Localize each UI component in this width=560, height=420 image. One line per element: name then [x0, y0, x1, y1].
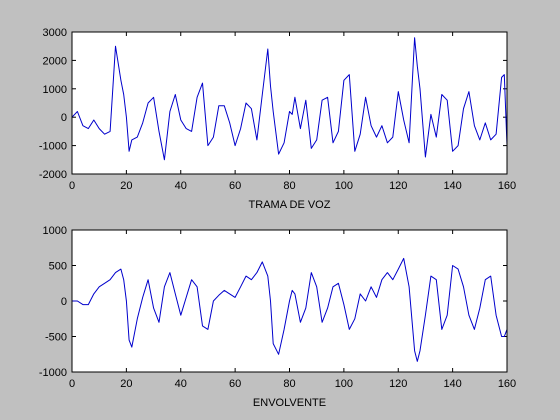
y-tick-label: 0	[61, 296, 67, 308]
y-tick-label: 2000	[43, 55, 67, 67]
y-tick-label: 3000	[43, 27, 67, 39]
x-tick-label: 80	[283, 180, 295, 192]
x-tick-label: 40	[175, 180, 187, 192]
chart-1: 0 20 40 60 80 100 120 140 160 -2000 -1000 0 1000 2000…	[39, 27, 516, 211]
chart-2-tick-labels: 0 20 40 60 80 100 120 140 160 -1000 -500 0 500 1000	[39, 225, 516, 390]
x-tick-label: 120	[389, 378, 407, 390]
chart-2: 0 20 40 60 80 100 120 140 160 -1000 -500 0 500 1000 E…	[39, 225, 516, 409]
x-tick-label: 120	[389, 180, 407, 192]
x-tick-label: 60	[229, 180, 241, 192]
chart-1-xlabel: TRAMA DE VOZ	[249, 199, 331, 211]
x-tick-label: 40	[175, 378, 187, 390]
y-tick-label: 500	[49, 261, 67, 273]
y-tick-label: 0	[61, 112, 67, 124]
x-tick-label: 60	[229, 378, 241, 390]
y-tick-label: 1000	[43, 84, 67, 96]
chart-1-tick-labels: 0 20 40 60 80 100 120 140 160 -2000 -1000 0 1000 2000…	[39, 27, 516, 192]
y-tick-label: -1000	[39, 367, 67, 379]
x-tick-label: 160	[498, 180, 516, 192]
series-line	[72, 257, 508, 362]
y-tick-label: -500	[45, 332, 67, 344]
chart-1-axes-frame	[71, 31, 508, 175]
x-tick-label: 20	[120, 378, 132, 390]
chart-1-series	[71, 37, 508, 161]
x-tick-label: 140	[443, 378, 461, 390]
x-tick-label: 100	[335, 180, 353, 192]
x-tick-label: 0	[69, 180, 75, 192]
x-tick-label: 100	[335, 378, 353, 390]
x-tick-label: 160	[498, 378, 516, 390]
y-tick-label: -1000	[39, 141, 67, 153]
y-tick-label: 1000	[43, 225, 67, 237]
x-tick-label: 140	[443, 180, 461, 192]
chart-1-axes	[72, 32, 507, 174]
x-tick-label: 80	[283, 378, 295, 390]
chart-2-xlabel: ENVOLVENTE	[253, 397, 326, 409]
x-tick-label: 20	[120, 180, 132, 192]
series-line	[71, 37, 508, 161]
chart-2-series	[72, 257, 508, 362]
x-tick-label: 0	[69, 378, 75, 390]
chart-2-axes-frame	[71, 229, 508, 373]
y-tick-label: -2000	[39, 169, 67, 181]
